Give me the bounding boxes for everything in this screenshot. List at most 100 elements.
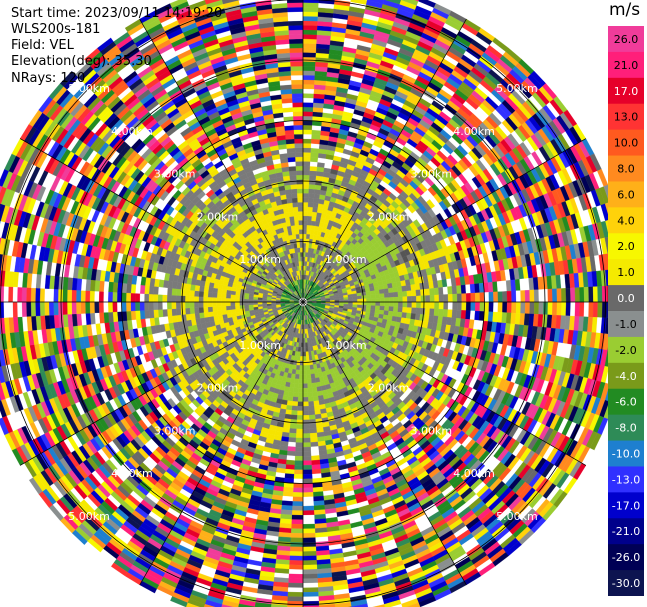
range-gate — [16, 301, 23, 318]
range-gate — [85, 301, 91, 314]
range-gate — [198, 301, 204, 308]
range-gate — [234, 298, 240, 303]
range-gate — [125, 292, 131, 303]
range-gate — [98, 301, 104, 313]
range-gate — [291, 514, 304, 520]
range-gate — [194, 307, 200, 314]
range-gate — [235, 308, 241, 313]
range-gate — [465, 301, 472, 311]
range-gate — [171, 294, 177, 303]
range-gate — [308, 405, 315, 411]
range-gate — [30, 301, 36, 317]
range-gate — [366, 301, 372, 306]
range-gate — [139, 284, 146, 294]
range-gate — [153, 286, 159, 295]
range-gate — [75, 301, 82, 315]
range-gate — [194, 312, 201, 320]
range-gate — [285, 464, 295, 470]
range-gate — [302, 523, 316, 530]
range-gate — [288, 578, 304, 584]
range-gate — [292, 396, 299, 402]
range-gate — [420, 301, 426, 309]
range-gate — [388, 310, 394, 317]
range-gate — [3, 301, 9, 318]
range-gate — [397, 306, 403, 313]
range-gate — [7, 301, 14, 318]
range-gate — [85, 290, 91, 303]
range-gate — [407, 301, 413, 308]
range-gate — [547, 301, 553, 316]
range-gate — [212, 301, 218, 307]
range-gate — [252, 299, 258, 303]
range-gate — [425, 301, 431, 309]
range-gate — [304, 337, 308, 343]
range-gate — [199, 312, 205, 319]
range-gate — [121, 292, 127, 303]
range-gate — [302, 383, 308, 389]
range-gate — [302, 537, 316, 543]
range-gate — [285, 404, 293, 411]
range-gate — [302, 587, 319, 593]
range-gate — [234, 301, 240, 306]
range-gate — [309, 369, 315, 375]
range-gate — [226, 309, 232, 315]
range-gate — [286, 455, 296, 461]
range-gate — [302, 369, 307, 375]
range-gate — [291, 510, 304, 516]
range-gate — [502, 301, 508, 313]
range-gate — [302, 397, 309, 402]
range-gate — [309, 419, 316, 425]
range-gate — [302, 374, 308, 380]
range-gate — [48, 301, 54, 316]
range-gate — [294, 460, 304, 466]
range-gate — [538, 301, 544, 315]
range-gate — [420, 308, 426, 315]
range-gate — [306, 374, 312, 380]
range-gate — [166, 287, 173, 296]
range-gate — [302, 510, 315, 516]
range-gate — [26, 301, 32, 317]
range-gate — [456, 301, 462, 311]
range-gate — [565, 301, 571, 317]
range-gate — [370, 301, 376, 306]
range-gate — [216, 301, 222, 307]
range-gate — [171, 301, 177, 310]
range-gate — [292, 501, 304, 507]
range-gate — [493, 301, 499, 313]
range-gate — [75, 289, 82, 303]
range-gate — [287, 587, 304, 593]
range-gate — [44, 301, 50, 316]
range-gate — [379, 301, 385, 307]
range-gate — [309, 437, 318, 443]
range-gate — [198, 290, 204, 297]
range-gate — [384, 306, 390, 312]
range-gate — [293, 469, 304, 475]
range-gate — [153, 301, 159, 310]
range-gate — [289, 551, 304, 557]
range-gate — [302, 600, 320, 607]
range-gate — [302, 501, 314, 507]
range-gate — [308, 410, 316, 416]
range-gate — [295, 369, 300, 375]
range-gate — [298, 378, 304, 384]
range-gate — [309, 360, 314, 366]
range-gate — [297, 397, 304, 402]
range-gate — [107, 301, 113, 313]
range-gate — [302, 460, 312, 466]
range-gate — [296, 410, 304, 416]
range-gate — [289, 546, 304, 552]
range-gate — [451, 309, 458, 319]
range-gate — [144, 285, 150, 295]
range-gate — [239, 308, 245, 313]
range-gate — [243, 304, 249, 309]
range-gate — [302, 378, 308, 384]
range-gate — [406, 307, 412, 314]
range-gate — [103, 291, 109, 303]
range-gate — [302, 591, 319, 598]
range-gate — [311, 473, 322, 479]
range-gate — [352, 301, 358, 305]
range-gate — [26, 287, 32, 303]
range-gate — [433, 308, 440, 317]
range-gate — [415, 307, 421, 315]
range-gate — [203, 286, 210, 293]
